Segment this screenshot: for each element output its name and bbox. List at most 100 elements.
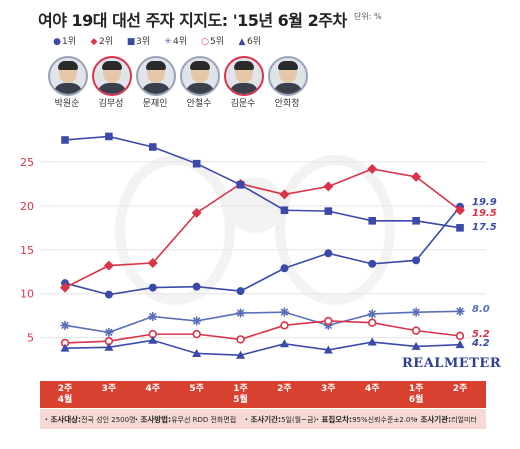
legend-label: 5위 [210, 37, 225, 47]
data-point [192, 282, 201, 291]
data-point [324, 316, 333, 326]
candidate-portrait [48, 56, 88, 96]
legend-label: 1위 [62, 37, 77, 47]
data-point [236, 308, 246, 318]
legend-item-2: ◆ 2위 [89, 34, 113, 47]
data-point [60, 343, 70, 352]
data-point [324, 249, 333, 258]
y-tick-label: 5 [27, 332, 34, 345]
x-tick-label: 2주 [452, 384, 468, 394]
data-point [368, 216, 377, 225]
series-line-1 [64, 206, 461, 296]
candidate-name: 문재인 [142, 99, 168, 109]
candidate-portrait [180, 56, 220, 96]
data-point [192, 348, 202, 357]
candidate-portrait [268, 56, 308, 96]
survey-info-item: · 조사방법:유무선 RDD 전화면접 [135, 414, 236, 425]
data-point [236, 335, 245, 344]
end-value-label: 8.0 [472, 304, 490, 316]
y-tick-label: 10 [20, 288, 34, 301]
data-point [412, 216, 420, 225]
data-point [104, 342, 114, 351]
legend-marker: ● [53, 37, 61, 47]
candidate-name: 김문수 [230, 99, 256, 109]
x-axis-band [40, 381, 486, 408]
survey-info-item: · 조사기간:5일(월~금) [245, 414, 316, 425]
end-value-label: 19.9 [472, 196, 497, 208]
legend-marker: ■ [126, 37, 136, 47]
candidate-name: 안희정 [274, 99, 300, 109]
data-point [192, 329, 201, 339]
data-point [411, 171, 422, 182]
data-point [148, 335, 158, 344]
survey-info-item: · 표집오차:95%신뢰수준±2.0% [316, 414, 417, 425]
data-point [455, 340, 465, 349]
data-point [192, 159, 201, 168]
legend-marker: ○ [201, 37, 209, 47]
series-line-4 [64, 310, 461, 334]
data-point [280, 264, 289, 273]
survey-info-key: · 조사기간: [245, 415, 282, 424]
legend-item-6: ▲ 6위 [237, 34, 261, 47]
data-point [412, 256, 421, 265]
x-tick-label: 2주 [277, 384, 292, 394]
data-point [323, 181, 334, 192]
legend-item-1: ●1위 [52, 34, 76, 47]
candidate-name: 김무성 [98, 99, 124, 109]
data-point [192, 316, 202, 326]
unit-label: 단위: % [354, 12, 382, 21]
data-point [279, 189, 290, 200]
data-point [236, 287, 245, 296]
legend-marker: ▲ [238, 37, 246, 47]
legend-label: 3위 [136, 37, 151, 47]
survey-info-item: · 조사대상:전국 성인 2500명 [45, 414, 136, 425]
data-point [367, 337, 377, 346]
series-line-6 [64, 339, 461, 357]
data-point [455, 306, 465, 316]
survey-info-key: · 조사기관: [415, 415, 452, 424]
legend-item-5: ○5위 [200, 34, 224, 47]
data-point [236, 180, 245, 189]
data-point [368, 318, 377, 327]
x-tick-label: 1주 6월 [408, 384, 424, 405]
data-point [455, 331, 465, 341]
candidate-portrait [136, 56, 176, 96]
data-point [61, 136, 69, 144]
data-point [60, 320, 70, 330]
data-point [411, 326, 421, 335]
survey-info-value: 전국 성인 2500명 [81, 416, 136, 424]
data-point [148, 143, 157, 151]
data-point [104, 290, 113, 299]
data-point [60, 282, 70, 293]
data-point [367, 309, 377, 319]
data-point [324, 207, 333, 215]
data-point [455, 205, 465, 216]
legend-marker: ◆ [90, 37, 98, 47]
series-line-2 [64, 168, 461, 289]
candidate-portrait [92, 56, 132, 96]
data-point [367, 163, 378, 174]
x-tick-label: 3주 [321, 384, 336, 394]
legend-item-3: ■3위 [126, 34, 150, 47]
data-point [104, 327, 114, 337]
data-point [368, 259, 377, 268]
end-value-label: 4.2 [472, 337, 490, 349]
y-tick-label: 20 [20, 200, 34, 213]
survey-info-value: 리얼미터 [451, 416, 477, 424]
x-tick-label: 4주 [364, 384, 380, 394]
survey-info-value: 5일(월~금) [281, 416, 317, 424]
series-line-5 [64, 320, 461, 344]
data-point [147, 257, 158, 268]
candidate-name: 박원순 [54, 99, 80, 109]
x-tick-label: 3주 [101, 384, 117, 394]
legend-item-4: ✳4위 [163, 34, 187, 47]
data-point [456, 224, 464, 232]
data-point [280, 321, 289, 330]
data-point [323, 345, 333, 354]
data-point [103, 260, 114, 271]
legend-marker: ✳ [164, 37, 172, 47]
survey-info-bar [40, 409, 486, 429]
data-point [148, 312, 158, 322]
chart-title: 여야 19대 대선 주자 지지도: '15년 6월 2주차 [38, 11, 347, 30]
